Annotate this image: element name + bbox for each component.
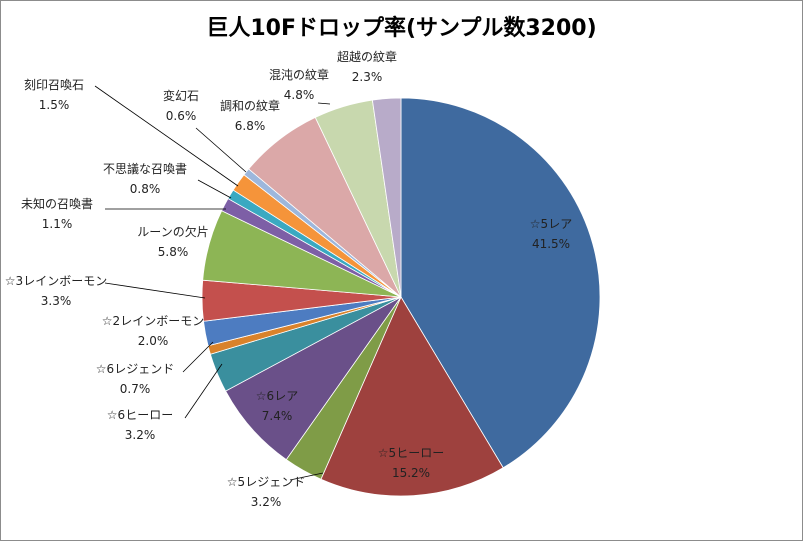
slice-value-label: 1.1% [42, 217, 73, 231]
leader-line [184, 363, 223, 419]
slice-value-label: 4.8% [284, 88, 315, 102]
slice-label: ☆5レジェンド [227, 475, 305, 489]
slice-value-label: 2.3% [352, 70, 383, 84]
leader-line [289, 472, 324, 481]
slice-label: 刻印召喚石 [24, 78, 84, 92]
leader-line [195, 127, 247, 173]
slice-value-label: 15.2% [392, 466, 430, 480]
slice-value-label: 7.4% [262, 409, 293, 423]
slice-label: ☆6レジェンド [96, 362, 174, 376]
slice-label: 不思議な召喚書 [103, 162, 187, 176]
slice-label: 超越の紋章 [337, 49, 397, 64]
slice-value-label: 3.3% [41, 294, 72, 308]
chart-title: 巨人10Fドロップ率(サンプル数3200) [206, 16, 597, 41]
slice-value-label: 5.8% [158, 245, 189, 259]
slice-value-label: 3.2% [251, 495, 282, 509]
slice-label: ☆6ヒーロー [107, 408, 173, 422]
slice-value-label: 0.7% [120, 382, 151, 396]
slice-label: ☆3レインボーモン [5, 274, 107, 288]
slice-value-label: 6.8% [235, 119, 266, 133]
slice-value-label: 0.8% [130, 182, 161, 196]
slice-label: ☆2レインボーモン [102, 314, 204, 328]
slice-label: ☆5ヒーロー [378, 446, 444, 460]
leader-line [182, 341, 214, 373]
slice-label: 混沌の紋章 [269, 67, 329, 82]
slice-label: ☆6レア [256, 389, 298, 403]
pie-slice [400, 97, 601, 469]
slice-value-label: 3.2% [125, 428, 156, 442]
slice-label: 調和の紋章 [220, 98, 280, 113]
slice-value-label: 1.5% [39, 98, 70, 112]
slice-value-label: 2.0% [138, 334, 169, 348]
slice-value-label: 41.5% [532, 237, 570, 251]
pie-slice [371, 97, 402, 298]
slice-label: ☆5レア [530, 217, 572, 231]
leader-line [317, 102, 331, 105]
slice-label: ルーンの欠片 [137, 224, 208, 239]
leader-line [104, 282, 206, 299]
slice-value-label: 0.6% [166, 109, 197, 123]
pie-slice [320, 296, 504, 497]
slice-label: 変幻石 [163, 88, 199, 103]
leader-line [197, 179, 232, 199]
slice-label: 未知の召喚書 [21, 197, 93, 211]
leader-line [94, 85, 239, 187]
